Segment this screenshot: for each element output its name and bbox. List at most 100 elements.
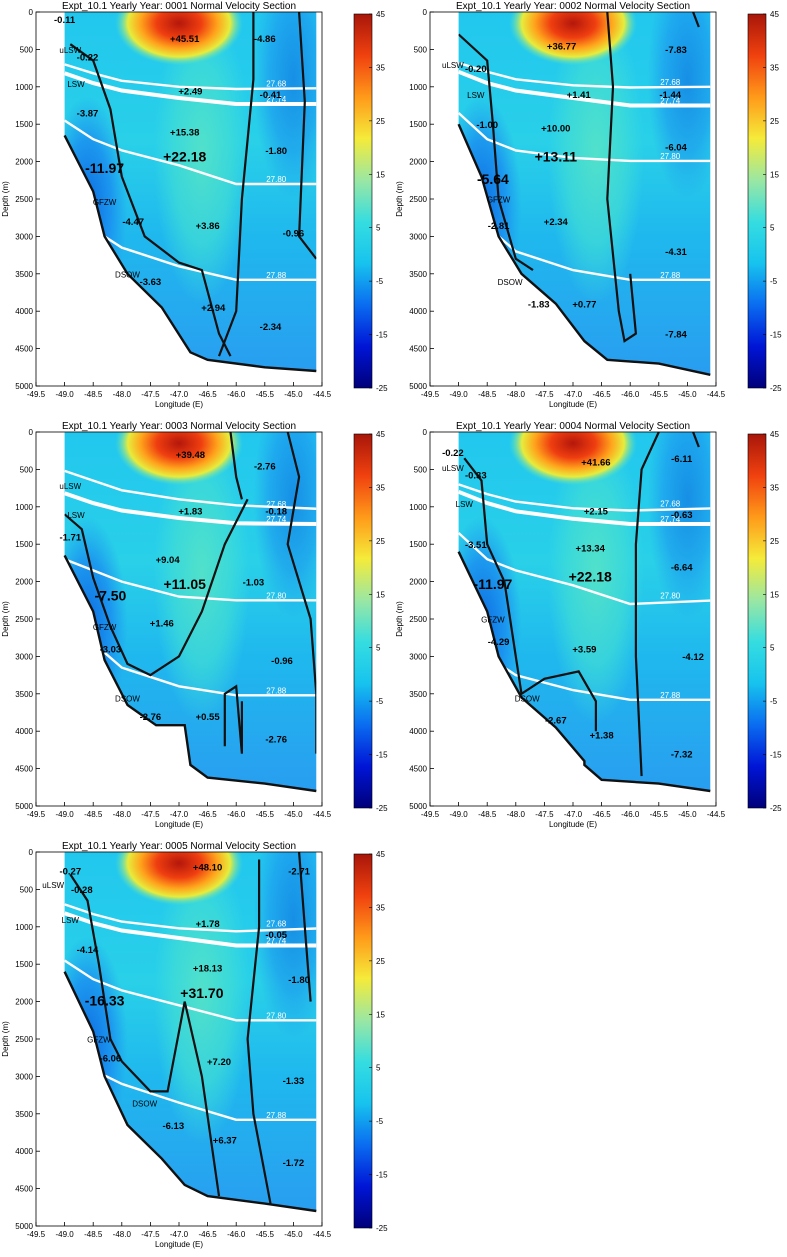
colorbar-tick-label: 45 xyxy=(376,10,385,19)
isopycnal-label: 27.68 xyxy=(266,500,287,509)
transport-value-label: -3.51 xyxy=(465,540,487,551)
x-tick-label: -49.5 xyxy=(27,1230,46,1239)
chart-title: Expt_10.1 Yearly Year: 0001 Normal Veloc… xyxy=(62,1,296,12)
isopycnal-line xyxy=(458,61,711,89)
isopycnal-label: 27.80 xyxy=(266,1011,287,1020)
y-tick-label: 2000 xyxy=(409,578,427,587)
x-tick-label: -48.5 xyxy=(478,810,497,819)
zero-contour-line xyxy=(692,432,700,448)
water-mass-label: uLSW xyxy=(42,881,64,890)
y-axis-label: Depth (m) xyxy=(1,1021,10,1057)
colorbar-tick-label: -25 xyxy=(376,1224,388,1233)
y-tick-label: 5000 xyxy=(409,382,427,391)
x-tick-label: -46.5 xyxy=(198,810,217,819)
transport-value-label: -1.00 xyxy=(476,120,498,131)
isopycnal-label: 27.88 xyxy=(266,686,287,695)
x-tick-label: -49.5 xyxy=(27,390,46,399)
transport-value-label: -0.22 xyxy=(442,448,464,459)
x-axis-label: Longitude (E) xyxy=(549,400,597,409)
water-mass-label: uLSW xyxy=(442,464,464,473)
zero-contour-line xyxy=(458,33,534,272)
y-tick-label: 0 xyxy=(423,428,428,437)
transport-value-label: +2.49 xyxy=(178,86,202,97)
y-tick-label: 500 xyxy=(414,465,428,474)
water-mass-label: GFZW xyxy=(93,623,117,632)
colorbar-tick-label: 5 xyxy=(376,1064,381,1073)
water-mass-label: DSOW xyxy=(498,278,523,287)
colorbar-tick-label: -5 xyxy=(770,277,778,286)
isopycnal-label: 27.80 xyxy=(266,591,287,600)
colorbar-tick-label: -15 xyxy=(376,751,388,760)
y-tick-label: 3000 xyxy=(15,232,33,241)
y-tick-label: 500 xyxy=(20,45,34,54)
transport-value-label: +13.34 xyxy=(576,544,606,555)
x-tick-label: -46.0 xyxy=(621,810,640,819)
water-mass-label: DSOW xyxy=(515,694,540,703)
x-tick-label: -46.0 xyxy=(227,810,246,819)
transport-value-label: -2.67 xyxy=(545,716,567,727)
transport-value-label: -3.87 xyxy=(77,109,99,120)
x-tick-label: -45.5 xyxy=(650,390,669,399)
colorbar xyxy=(353,433,373,809)
transport-value-label: +41.66 xyxy=(581,458,610,469)
x-tick-label: -46.0 xyxy=(227,1230,246,1239)
transport-value-label: +3.86 xyxy=(196,221,220,232)
velocity-field xyxy=(64,432,317,792)
transport-value-label: -0.96 xyxy=(271,656,293,667)
transport-value-label: +1.78 xyxy=(196,919,220,930)
zero-contour-line xyxy=(229,432,243,500)
colorbar-tick-label: 5 xyxy=(770,644,775,653)
y-tick-label: 0 xyxy=(29,428,34,437)
water-mass-label: DSOW xyxy=(115,271,140,280)
x-tick-label: -48.5 xyxy=(84,1230,103,1239)
water-mass-label: uLSW xyxy=(59,482,81,491)
x-tick-label: -47.5 xyxy=(535,390,554,399)
y-tick-label: 1000 xyxy=(15,503,33,512)
contour-plot: 27.68 27.74 27.80 27.88 -49.5 -49.0 -48.5 -48.0… xyxy=(1,1,388,409)
x-tick-label: -49.0 xyxy=(55,810,74,819)
colorbar-tick-label: 15 xyxy=(770,590,779,599)
colorbar xyxy=(747,13,767,389)
y-tick-label: 4000 xyxy=(409,307,427,316)
y-tick-label: 3000 xyxy=(15,652,33,661)
y-tick-label: 4000 xyxy=(15,1147,33,1156)
bottom-topography-line xyxy=(63,971,317,1213)
transport-value-label: -16.33 xyxy=(85,992,125,1008)
colorbar-tick-label: 45 xyxy=(770,430,779,439)
transport-value-label: +3.59 xyxy=(572,645,596,656)
y-tick-label: 4000 xyxy=(15,307,33,316)
contour-plot: 27.68 27.74 27.80 27.88 -49.5 -49.0 -48.5 -48.0… xyxy=(1,421,388,829)
x-tick-label: -47.0 xyxy=(170,390,189,399)
transport-value-label: -7.50 xyxy=(94,587,126,603)
transport-value-label: +0.55 xyxy=(196,712,221,723)
y-tick-label: 3500 xyxy=(15,1110,33,1119)
transport-value-label: -1.83 xyxy=(528,300,550,311)
x-tick-label: -45.0 xyxy=(678,810,697,819)
colorbar-tick-label: -25 xyxy=(376,804,388,813)
x-tick-label: -44.5 xyxy=(313,390,332,399)
transport-value-label: -11.97 xyxy=(85,160,124,176)
colorbar-tick-label: 25 xyxy=(376,537,385,546)
x-tick-label: -49.0 xyxy=(449,390,468,399)
isopycnal-label: 27.88 xyxy=(266,271,287,280)
isopycnal-label: 27.74 xyxy=(266,95,287,104)
transport-value-label: -1.33 xyxy=(283,1076,305,1087)
water-mass-label: LSW xyxy=(456,500,474,509)
x-tick-label: -45.0 xyxy=(284,810,303,819)
isopycnal-line xyxy=(64,469,317,511)
transport-value-label: +31.70 xyxy=(180,985,223,1001)
transport-value-label: -0.11 xyxy=(54,15,76,26)
x-tick-label: -48.0 xyxy=(507,390,526,399)
x-tick-label: -44.5 xyxy=(313,1230,332,1239)
transport-value-label: -6.11 xyxy=(671,454,693,465)
colorbar-tick-label: -15 xyxy=(376,1171,388,1180)
transport-value-label: +36.77 xyxy=(547,41,576,52)
isopycnal-label: 27.74 xyxy=(660,97,681,106)
velocity-section-year-0004: 27.68 27.74 27.80 27.88 -49.5 -49.0 -48.5 -48.0… xyxy=(394,420,787,835)
transport-value-label: -1.71 xyxy=(59,533,81,544)
colorbar-tick-label: 15 xyxy=(770,170,779,179)
y-tick-label: 4000 xyxy=(15,727,33,736)
y-tick-label: 500 xyxy=(20,885,34,894)
isopycnal-line xyxy=(458,69,711,108)
transport-value-label: -1.44 xyxy=(659,90,681,101)
